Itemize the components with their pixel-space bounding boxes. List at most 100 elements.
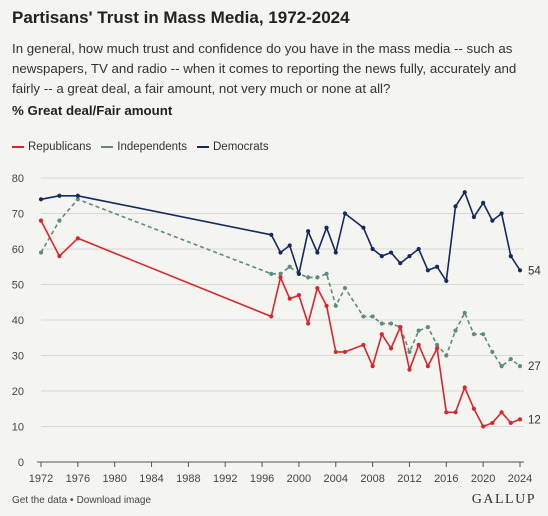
- x-tick-label-1984: 1984: [139, 473, 163, 485]
- data-point-democrats-2022: [499, 211, 504, 216]
- legend-swatch-democrats: [197, 146, 209, 148]
- y-tick-label-20: 20: [12, 386, 24, 398]
- data-point-republicans-2007: [361, 342, 366, 347]
- data-point-independents-2014: [425, 325, 430, 330]
- data-point-republicans-1999: [287, 296, 292, 301]
- data-point-republicans-2009: [379, 332, 384, 337]
- data-point-independents-2009: [379, 321, 384, 326]
- data-point-republicans-2004: [333, 349, 338, 355]
- legend-item-republicans[interactable]: Republicans: [12, 141, 91, 153]
- footer-links: Get the data • Download image: [12, 495, 151, 506]
- data-point-independents-2012: [407, 349, 412, 355]
- data-point-republicans-1974: [57, 254, 62, 259]
- x-tick-label-1980: 1980: [102, 473, 126, 485]
- footer-separator: •: [70, 495, 74, 506]
- chart-subtitle: In general, how much trust and confidenc…: [12, 41, 517, 96]
- data-point-republicans-2003: [324, 303, 329, 308]
- data-point-republicans-2001: [306, 321, 311, 326]
- data-point-independents-2001: [306, 275, 311, 280]
- x-tick-label-2008: 2008: [360, 473, 384, 485]
- get-data-link[interactable]: Get the data: [12, 495, 68, 506]
- data-point-democrats-1999: [287, 243, 292, 248]
- line-chart: 0 10 20 30 40 50 60 70 80 1972 1976 1980 1984 1988 199…: [12, 173, 542, 485]
- data-point-republicans-2024: [517, 417, 523, 422]
- end-label-republicans: 12: [528, 414, 541, 426]
- data-point-democrats-2015: [434, 264, 440, 269]
- data-point-democrats-2020: [481, 200, 486, 205]
- data-point-republicans-2002: [315, 285, 320, 291]
- data-point-independents-2016: [444, 353, 449, 358]
- data-point-independents-1999: [287, 264, 292, 269]
- data-point-democrats-2018: [462, 190, 467, 195]
- data-point-democrats-2019: [471, 214, 477, 220]
- end-label-democrats: 54: [528, 265, 541, 277]
- data-point-republicans-2012: [407, 367, 412, 372]
- data-point-democrats-1974: [57, 193, 62, 198]
- data-point-republicans-2021: [490, 420, 495, 426]
- series-line-independents: [40, 198, 521, 367]
- legend-swatch-republicans: [12, 146, 24, 148]
- legend-item-independents[interactable]: Independents: [101, 141, 187, 153]
- data-point-democrats-2013: [416, 246, 421, 252]
- x-tick-label-2024: 2024: [508, 473, 532, 485]
- y-tick-label-0: 0: [18, 457, 24, 469]
- data-point-independents-2024: [517, 364, 523, 369]
- data-point-independents-2022: [499, 364, 504, 369]
- data-point-republicans-2014: [425, 364, 430, 369]
- y-tick-label-80: 80: [12, 173, 24, 185]
- data-point-independents-2015: [434, 342, 440, 347]
- data-point-democrats-2021: [490, 218, 495, 223]
- data-point-republicans-1976: [75, 236, 80, 241]
- data-point-republicans-2019: [471, 406, 477, 411]
- data-point-independents-2021: [490, 349, 495, 355]
- data-point-independents-1974: [57, 218, 62, 223]
- data-point-democrats-2014: [425, 268, 430, 273]
- data-point-independents-2013: [416, 328, 421, 333]
- series-line-democrats: [40, 191, 521, 282]
- series-line-republicans: [40, 220, 521, 428]
- legend-label-republicans: Republicans: [28, 141, 92, 153]
- data-point-republicans-2022: [499, 410, 504, 415]
- data-point-independents-1972: [38, 250, 44, 255]
- legend-item-democrats[interactable]: Democrats: [197, 141, 269, 153]
- legend-label-independents: Independents: [117, 141, 187, 153]
- y-tick-label-60: 60: [12, 244, 24, 256]
- data-point-republicans-2017: [453, 410, 458, 415]
- measure-label: % Great deal/Fair amount: [12, 103, 173, 118]
- data-point-democrats-2017: [453, 204, 458, 209]
- data-point-republicans-2013: [416, 342, 421, 347]
- legend-label-democrats: Democrats: [213, 141, 269, 153]
- y-tick-label-50: 50: [12, 280, 24, 292]
- data-point-republicans-1997: [269, 314, 274, 319]
- y-tick-label-30: 30: [12, 351, 24, 363]
- data-point-independents-2005: [342, 285, 348, 291]
- data-point-democrats-2000: [296, 271, 302, 276]
- x-tick-label-2004: 2004: [324, 473, 348, 485]
- chart-title: Partisans' Trust in Mass Media, 1972-202…: [12, 8, 350, 27]
- data-point-republicans-2011: [398, 325, 403, 330]
- data-point-democrats-2023: [508, 254, 513, 259]
- data-point-democrats-2012: [407, 254, 412, 259]
- end-label-independents: 27: [528, 361, 541, 373]
- data-point-republicans-2023: [508, 420, 513, 426]
- data-point-independents-2020: [481, 332, 486, 337]
- data-point-democrats-1998: [278, 250, 283, 255]
- data-point-independents-2007: [361, 314, 366, 319]
- data-point-democrats-2008: [370, 246, 375, 252]
- data-point-republicans-1972: [38, 218, 44, 223]
- x-tick-label-2000: 2000: [287, 473, 311, 485]
- download-image-link[interactable]: Download image: [76, 495, 152, 506]
- data-point-democrats-2011: [398, 261, 403, 266]
- data-point-republicans-2005: [342, 349, 348, 355]
- data-point-republicans-2015: [434, 346, 440, 351]
- data-point-democrats-2002: [315, 250, 320, 255]
- data-point-democrats-2009: [379, 254, 384, 259]
- data-point-republicans-2000: [296, 293, 302, 298]
- x-tick-label-2012: 2012: [397, 473, 421, 485]
- data-point-republicans-2018: [462, 385, 467, 390]
- data-point-democrats-2024: [517, 268, 523, 273]
- data-point-independents-2017: [453, 328, 458, 333]
- data-point-independents-2023: [508, 356, 513, 362]
- data-point-republicans-2020: [481, 424, 486, 429]
- x-tick-label-2016: 2016: [434, 473, 458, 485]
